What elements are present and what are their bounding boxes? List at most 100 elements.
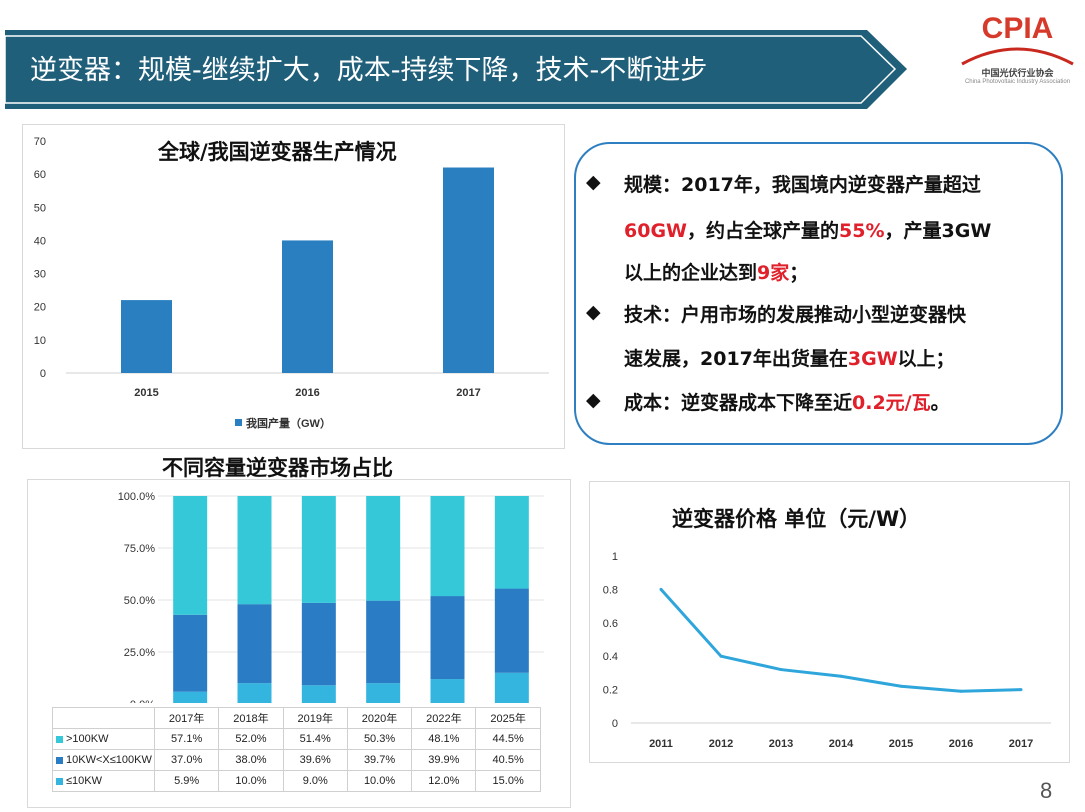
bullet-icon: ◆: [586, 301, 601, 323]
summary-text: 。: [930, 392, 950, 414]
stack-segment: [366, 600, 401, 684]
y-tick-label: 50: [34, 202, 46, 214]
page-number: 8: [1040, 778, 1053, 803]
summary-text: 速发展，2017年出货量在: [624, 348, 848, 370]
data-point: [719, 654, 723, 658]
summary-text: 规模：2017年，我国境内逆变器产量超过: [624, 174, 981, 196]
y-tick-label: 60: [34, 169, 46, 181]
y-tick-label: 10: [34, 335, 46, 347]
y-tick-label: 25.0%: [124, 647, 155, 659]
stack-segment: [430, 496, 465, 597]
summary-text: ，产量3GW: [884, 220, 992, 242]
summary-text: 以上的企业达到: [624, 262, 758, 284]
stack-segment: [173, 614, 208, 692]
series-label-cell: ≤10KW: [52, 770, 155, 792]
stack-segment: [237, 683, 272, 703]
legend-swatch: [56, 735, 63, 743]
stack-segment: [494, 588, 529, 673]
y-tick-label: 70: [34, 136, 46, 148]
x-tick-label: 2017: [456, 387, 480, 399]
y-tick-label: 0.0%: [130, 699, 155, 703]
stack-segment: [494, 496, 529, 589]
y-tick-label: 0.8: [603, 584, 618, 596]
stack-segment: [366, 496, 401, 601]
cpia-logo: CPIA 中国光伏行业协会 China Photovoltaic Industr…: [955, 12, 1080, 92]
bullet-icon: ◆: [586, 389, 601, 411]
stack-segment: [173, 496, 208, 615]
x-tick-label: 2015: [134, 387, 158, 399]
summary-line: 规模：2017年，我国境内逆变器产量超过: [624, 170, 981, 197]
stack-segment: [237, 496, 272, 605]
table-cell: 9.0%: [282, 770, 348, 792]
table-cell: 10.0%: [218, 770, 284, 792]
table-header-row: 2017年 2018年 2019年 2020年 2022年 2025年: [52, 707, 541, 729]
table-col-header: 2025年: [475, 707, 541, 729]
table-cell: 48.1%: [411, 728, 477, 750]
data-point: [1019, 688, 1023, 692]
stack-segment: [301, 496, 336, 603]
price-chart-title: 逆变器价格 单位（元/W）: [672, 507, 921, 531]
summary-line: 成本：逆变器成本下降至近0.2元/瓦。: [624, 388, 950, 415]
summary-callout: ◆ 规模：2017年，我国境内逆变器产量超过 60GW，约占全球产量的55%，产量3…: [574, 142, 1063, 445]
x-tick-label: 2011: [649, 738, 673, 750]
market-share-chart-title: 不同容量逆变器市场占比: [162, 456, 393, 480]
y-tick-label: 0: [612, 718, 618, 730]
stack-segment: [430, 596, 465, 680]
legend-swatch: [56, 777, 63, 785]
y-tick-label: 40: [34, 235, 46, 247]
series-name: ≤10KW: [66, 775, 102, 787]
table-cell: 52.0%: [218, 728, 284, 750]
price-chart-panel: [589, 481, 1070, 763]
y-tick-label: 75.0%: [124, 543, 155, 555]
series-name: 10KW<X≤100KW: [66, 754, 152, 766]
x-tick-label: 2012: [709, 738, 733, 750]
logo-subtitle: 中国光伏行业协会: [981, 69, 1054, 79]
table-cell: 15.0%: [475, 770, 541, 792]
table-cell: 39.7%: [346, 749, 413, 771]
x-tick-label: 2017: [1009, 738, 1033, 750]
table-cell: 12.0%: [411, 770, 477, 792]
price-line-chart: 0 0.2 0.4 0.6 0.8 1 2011 2012 2013 2014 2015 2016 20…: [603, 551, 1051, 750]
summary-line: 以上的企业达到9家；: [624, 258, 808, 285]
x-tick-label: 2014: [829, 738, 854, 750]
summary-text: 以上；: [897, 348, 955, 370]
bar-2015: [121, 300, 172, 373]
table-col-header: 2018年: [218, 707, 284, 729]
table-cell: 37.0%: [153, 749, 220, 771]
highlight-value: 55%: [839, 220, 885, 242]
stack-segment: [430, 679, 465, 703]
highlight-value: 0.2元/瓦: [852, 392, 931, 414]
y-tick-label: 0.2: [603, 685, 618, 697]
highlight-value: 9家: [757, 262, 790, 284]
table-cell: 40.5%: [475, 749, 541, 771]
x-tick-label: 2015: [889, 738, 913, 750]
highlight-value: 60GW: [624, 220, 687, 242]
summary-text: ；: [789, 262, 809, 284]
table-cell: 39.6%: [282, 749, 348, 771]
y-tick-label: 30: [34, 269, 46, 281]
stack-segment: [173, 691, 208, 703]
summary-line: 速发展，2017年出货量在3GW以上；: [624, 344, 955, 371]
table-cell: 57.1%: [153, 728, 220, 750]
y-tick-label: 20: [34, 302, 46, 314]
table-row: ≤10KW 5.9% 10.0% 9.0% 10.0% 12.0% 15.0%: [52, 770, 541, 792]
bullet-icon: ◆: [586, 171, 601, 193]
table-col-header: 2022年: [411, 707, 477, 729]
table-row: 10KW<X≤100KW 37.0% 38.0% 39.6% 39.7% 39.9% 40.…: [52, 749, 541, 771]
table-cell: 39.9%: [411, 749, 477, 771]
table-cell: 10.0%: [346, 770, 413, 792]
production-bar-chart: 0 10 20 30 40 50 60 70 2015 2016 2017 我国产量（GW）: [34, 136, 549, 430]
y-tick-label: 0: [40, 368, 46, 380]
table-cell: 44.5%: [475, 728, 541, 750]
logo-text: CPIA: [981, 12, 1054, 45]
y-tick-label: 1: [612, 551, 618, 563]
data-point: [959, 689, 963, 693]
stack-segment: [494, 672, 529, 703]
series-label-cell: >100KW: [52, 728, 155, 750]
page-title: 逆变器：规模-继续扩大，成本-持续下降，技术-不断进步: [30, 55, 708, 86]
data-point: [899, 684, 903, 688]
legend-swatch: [235, 419, 242, 426]
bar-2017: [443, 167, 494, 373]
table-col-header: 2020年: [346, 707, 413, 729]
stack-segment: [237, 604, 272, 684]
